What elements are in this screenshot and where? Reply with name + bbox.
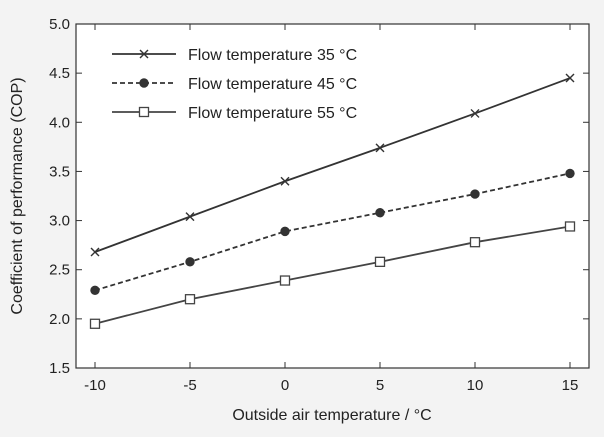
data-point <box>280 176 290 186</box>
series-3 <box>89 221 576 329</box>
data-point <box>374 256 386 268</box>
y-tick-label: 1.5 <box>49 360 70 377</box>
x-tick-label: -5 <box>183 377 196 394</box>
legend-item: Flow temperature 35 °C <box>112 47 357 64</box>
legend-item: Flow temperature 55 °C <box>112 105 357 122</box>
data-point <box>469 237 481 248</box>
x-tick-label: 15 <box>562 377 579 394</box>
marker-stroke <box>280 176 290 186</box>
data-point <box>279 275 291 286</box>
legend-marker <box>138 106 150 118</box>
y-tick-label: 4.5 <box>49 65 70 82</box>
y-tick-label: 3.5 <box>49 163 70 180</box>
data-point <box>375 208 385 218</box>
y-tick-label: 3.0 <box>49 213 70 230</box>
x-tick-label: 0 <box>281 377 289 394</box>
y-tick-label: 5.0 <box>49 16 70 33</box>
series-layer <box>89 73 576 329</box>
data-point <box>90 247 100 257</box>
data-point <box>565 168 575 179</box>
series-line <box>94 77 571 253</box>
data-point <box>89 318 101 329</box>
marker-stroke <box>185 212 195 222</box>
data-point <box>565 73 575 83</box>
y-axis-title: Coefficient of performance (COP) <box>9 77 26 314</box>
legend-label: Flow temperature 45 °C <box>188 76 357 93</box>
x-axis-title: Outside air temperature / °C <box>232 407 431 424</box>
series-2 <box>90 168 575 296</box>
data-point <box>470 108 480 118</box>
legend-label: Flow temperature 55 °C <box>188 105 357 122</box>
x-tick-label: 10 <box>467 377 484 394</box>
series-1 <box>90 73 575 257</box>
data-point <box>470 189 480 199</box>
data-point <box>185 212 195 222</box>
data-point <box>280 226 290 237</box>
x-tick-label: 5 <box>376 377 384 394</box>
series-line <box>94 172 571 292</box>
axis-ticks: -10 -5 0 5 10 15 1.5 2.0 2.5 3.0 3.5 4.0 4.5 5.0 <box>49 16 589 394</box>
x-tick-label: -10 <box>84 377 106 394</box>
legend-item: Flow temperature 45 °C <box>112 76 357 93</box>
marker-stroke <box>470 108 480 118</box>
y-tick-label: 4.0 <box>49 114 70 131</box>
plot-area <box>75 23 590 369</box>
legend-marker <box>139 49 149 59</box>
marker-stroke <box>139 49 149 59</box>
marker-stroke <box>375 143 385 153</box>
data-point <box>375 143 385 153</box>
data-point <box>90 285 100 296</box>
y-tick-label: 2.0 <box>49 311 70 328</box>
series-line <box>94 225 571 325</box>
y-tick-label: 2.5 <box>49 262 70 279</box>
data-point <box>184 294 196 305</box>
marker-stroke <box>565 73 575 83</box>
legend-marker <box>139 78 149 88</box>
legend-label: Flow temperature 35 °C <box>188 47 357 64</box>
legend: Flow temperature 35 °C Flow temperature 4… <box>112 47 357 122</box>
marker-stroke <box>90 247 100 257</box>
data-point <box>564 221 576 232</box>
data-point <box>185 257 195 267</box>
